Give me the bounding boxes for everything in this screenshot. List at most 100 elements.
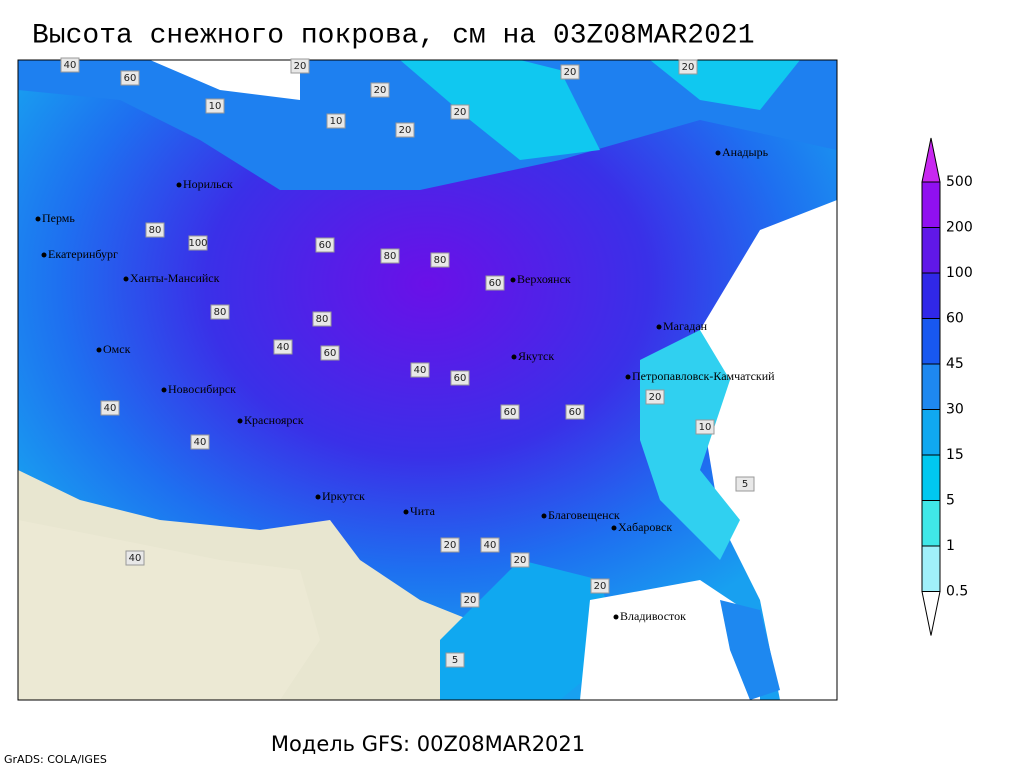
city-label: Пермь — [42, 211, 75, 225]
contour-label: 80 — [434, 255, 447, 266]
contour-label-box — [205, 98, 225, 114]
colorbar-box — [921, 454, 941, 501]
contour-label: 20 — [464, 595, 477, 606]
contour-label: 40 — [277, 342, 290, 353]
colorbar-label: 100 — [946, 265, 973, 281]
city-dot — [541, 513, 547, 519]
contour-label-box — [450, 104, 470, 120]
sea — [150, 60, 300, 100]
contour-label: 40 — [414, 365, 427, 376]
contour-label-box — [188, 235, 208, 251]
city-dot — [35, 216, 41, 222]
city-dot — [41, 252, 47, 258]
contour-label: 40 — [484, 540, 497, 551]
labels: 40 60 10 20 20 20 20 20 80 100 60 80 80 60 80 80 60 40 40 6… — [35, 57, 775, 668]
contour-label: 20 — [399, 125, 412, 136]
contour-label: 40 — [194, 437, 207, 448]
contour-label-box — [678, 59, 698, 75]
colorbar-cap — [921, 591, 941, 636]
contour-label-box — [590, 578, 610, 594]
city-dot — [613, 614, 619, 620]
contour-label-box — [450, 370, 470, 386]
city-dot — [715, 150, 721, 156]
contour-label-box — [380, 248, 400, 264]
contour-label: 10 — [699, 422, 712, 433]
contour-label-box — [273, 339, 293, 355]
contour-label: 80 — [316, 314, 329, 325]
colorbar-label: 45 — [946, 356, 964, 372]
contour-label-box — [100, 400, 120, 416]
contour-label: 20 — [682, 62, 695, 73]
colorbar-label: 30 — [946, 402, 964, 418]
colorbar-label: 500 — [946, 174, 973, 190]
contour-label: 100 — [188, 238, 207, 249]
contour-label: 60 — [324, 348, 337, 359]
contour-label-box — [60, 57, 80, 73]
map-frame — [17, 59, 838, 701]
contour-label-box — [500, 404, 520, 420]
colorbar-box — [921, 318, 941, 365]
contour-label-box — [410, 362, 430, 378]
city-label: Магадан — [663, 319, 708, 333]
city-dot — [611, 525, 617, 531]
city-label: Омск — [103, 342, 131, 356]
city-label: Красноярск — [244, 413, 304, 427]
contour-label: 5 — [452, 655, 458, 666]
colorbar-box — [921, 500, 941, 547]
city-dot — [625, 374, 631, 380]
contour-label-box — [560, 64, 580, 80]
contour-label: 60 — [319, 240, 332, 251]
snow-south — [440, 560, 620, 700]
colorbar-box — [921, 545, 941, 592]
colorbar-label: 0.5 — [946, 584, 968, 600]
contour-label-box — [695, 419, 715, 435]
ocean — [700, 200, 837, 700]
city-dot — [656, 324, 662, 330]
contour-label-box — [312, 311, 332, 327]
colorbar-box — [921, 409, 941, 456]
contour-label: 60 — [124, 73, 137, 84]
colorbar-cap — [921, 137, 941, 183]
contour-label-box — [320, 345, 340, 361]
city-dot — [511, 354, 517, 360]
contour-label-box — [430, 252, 450, 268]
colorbar-box — [921, 181, 941, 228]
contour-label-box — [370, 82, 390, 98]
contour-label: 40 — [129, 553, 142, 564]
contour-label: 60 — [569, 407, 582, 418]
contour-label-box — [395, 122, 415, 138]
contour-label: 80 — [384, 251, 397, 262]
city-label: Владивосток — [620, 609, 686, 623]
city-dot — [237, 418, 243, 424]
city-dot — [403, 509, 409, 515]
contour-label: 20 — [444, 540, 457, 551]
colorbar-label: 1 — [946, 538, 955, 554]
contour-label: 80 — [149, 225, 162, 236]
coast-snow — [640, 330, 740, 560]
city-label: Ханты-Мансийск — [130, 271, 220, 285]
city-dot — [96, 347, 102, 353]
contour-label: 20 — [454, 107, 467, 118]
contour-label-box — [315, 237, 335, 253]
contour-label: 20 — [564, 67, 577, 78]
city-label: Благовещенск — [548, 508, 620, 522]
contour-label: 80 — [214, 307, 227, 318]
city-label: Анадырь — [722, 145, 769, 159]
city-label: Чита — [410, 504, 436, 518]
contour-label: 60 — [489, 278, 502, 289]
arctic-sea — [400, 60, 600, 160]
title: Высота снежного покрова, см на 03Z08MAR2… — [32, 20, 755, 51]
contour-label-box — [460, 592, 480, 608]
city-label: Норильск — [183, 177, 233, 191]
contour-label: 40 — [104, 403, 117, 414]
contour-label-box — [210, 304, 230, 320]
contour-label: 60 — [504, 407, 517, 418]
contour-label-box — [145, 222, 165, 238]
city-dot — [510, 277, 516, 283]
contour-label: 5 — [742, 479, 748, 490]
land-no-snow — [18, 520, 320, 700]
contour-label: 10 — [330, 116, 343, 127]
city-dot — [161, 387, 167, 393]
